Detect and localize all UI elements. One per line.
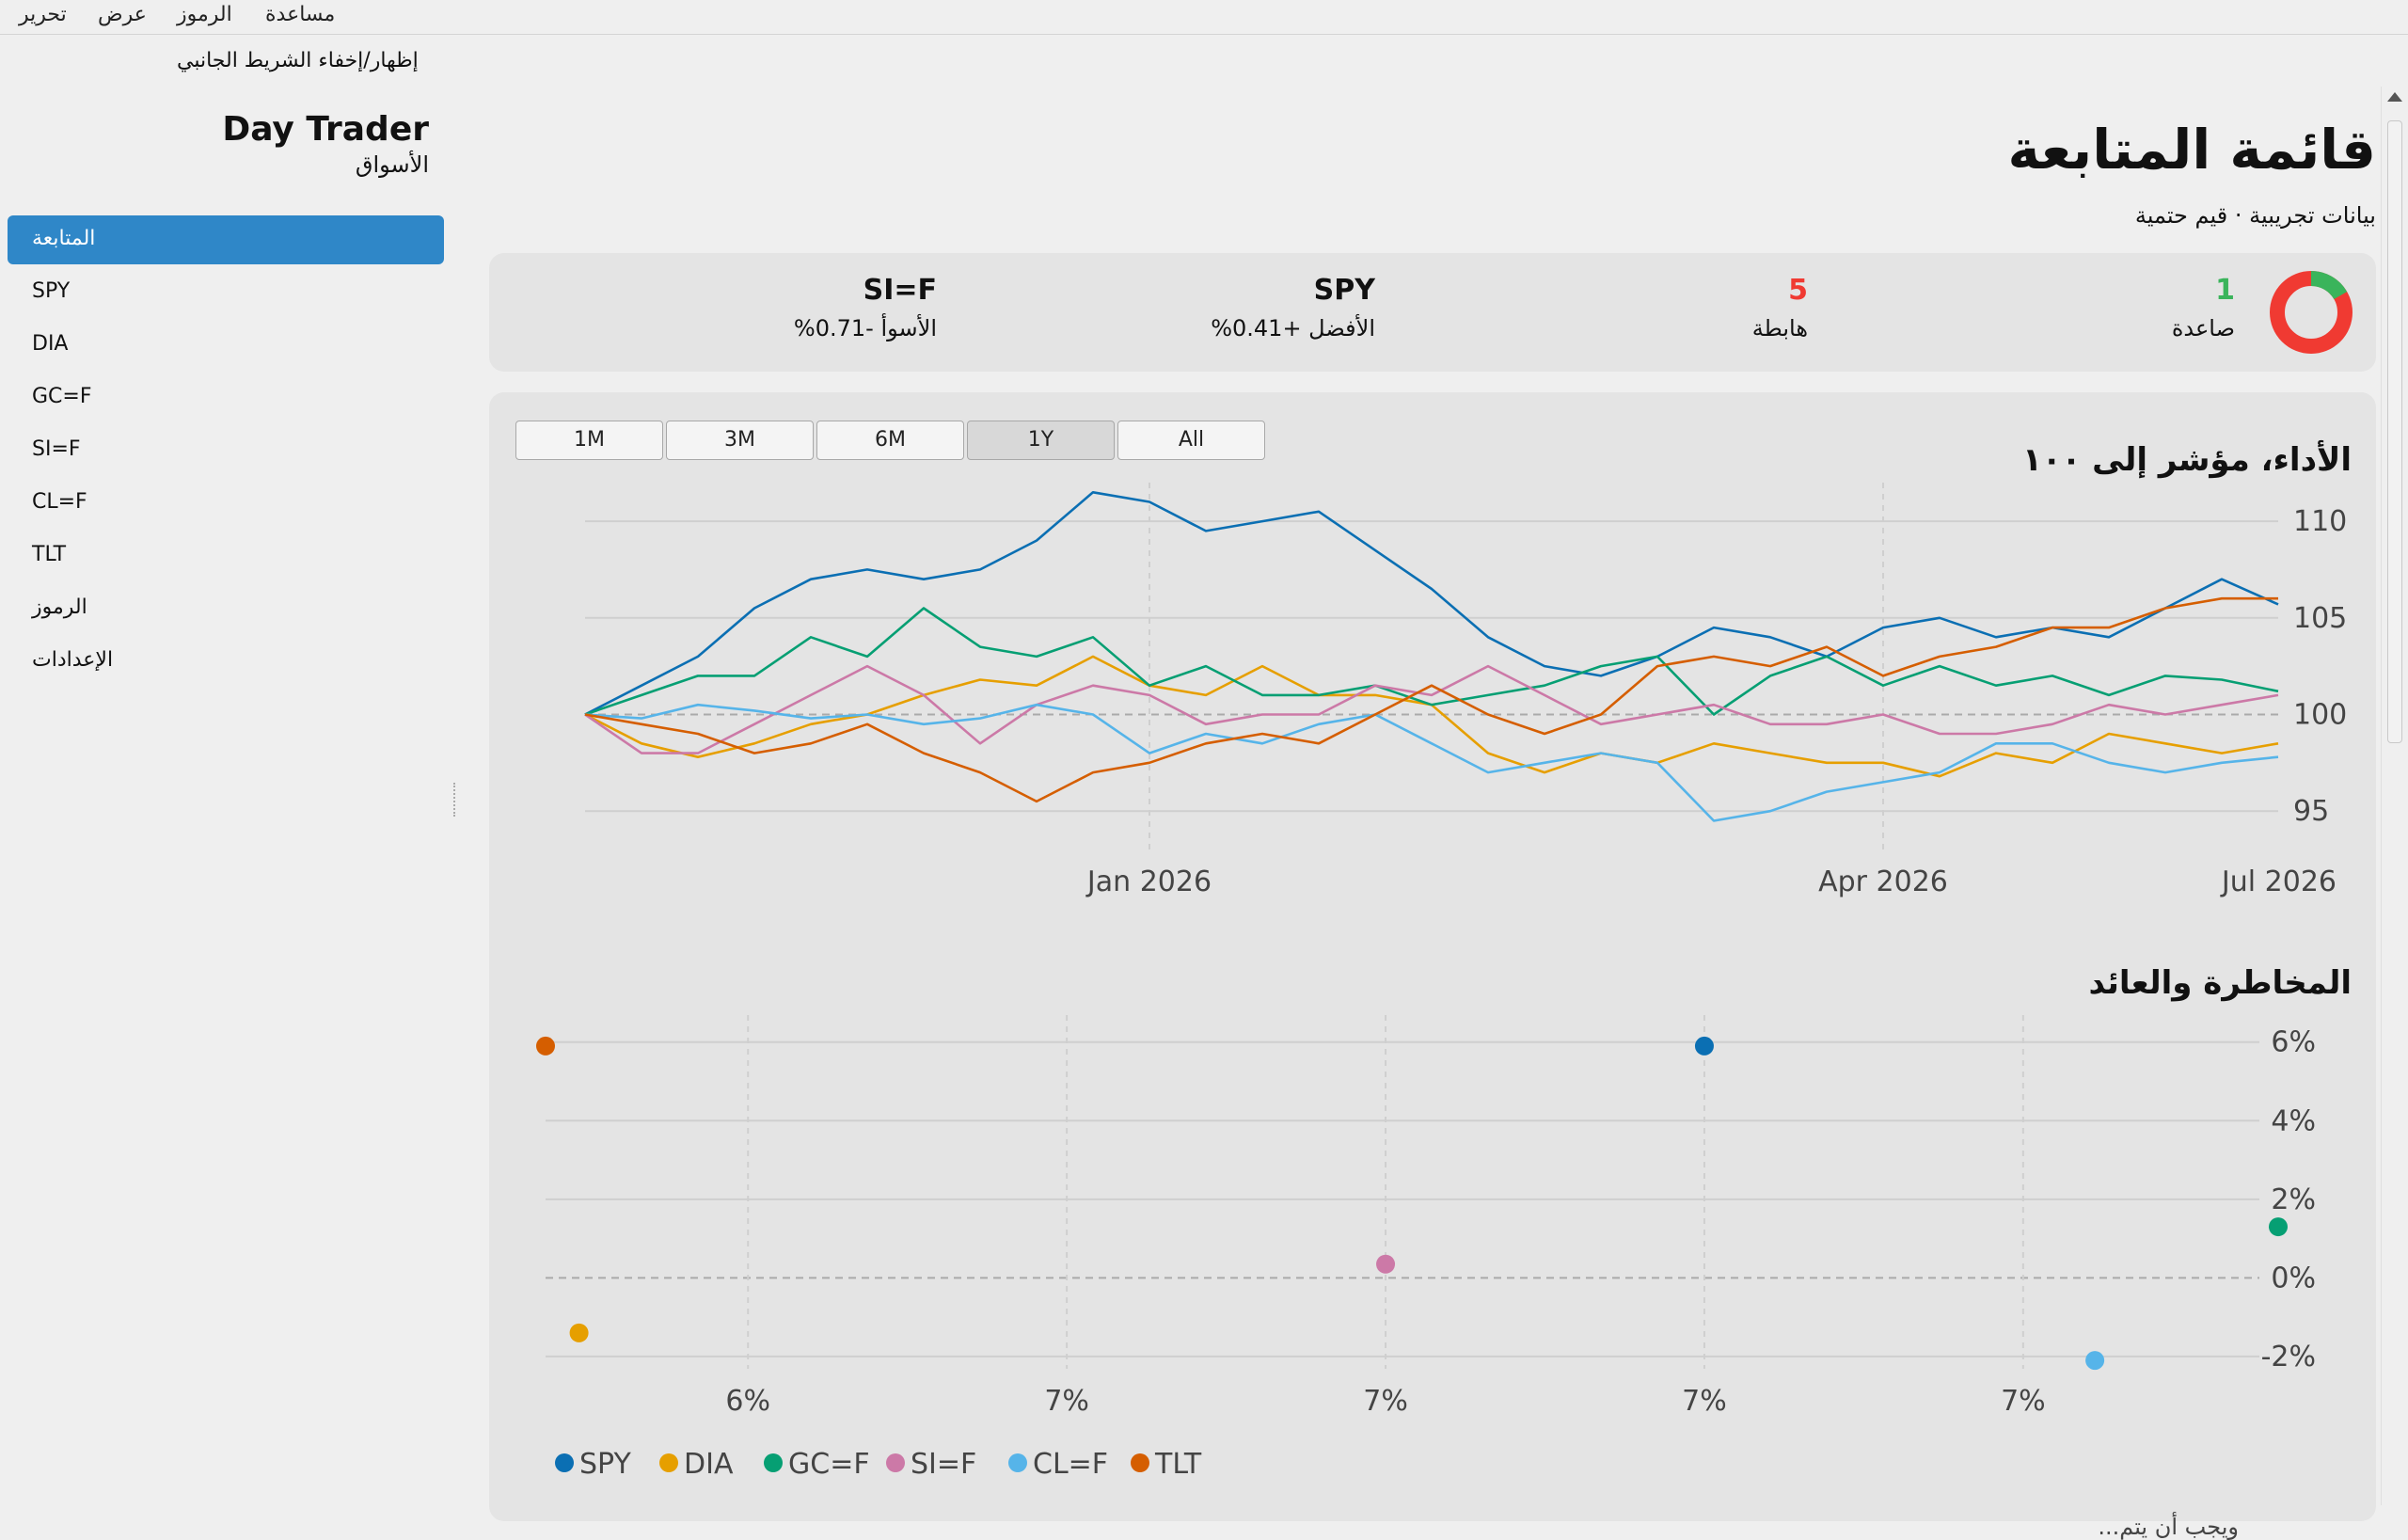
range-selector: 1M 3M 6M 1Y All: [515, 421, 1268, 460]
legend-marker: [1008, 1453, 1027, 1472]
y-tick-label: 0%: [2271, 1262, 2316, 1294]
sidebar-splitter-handle[interactable]: [453, 783, 459, 817]
scatter-point-tlt: [536, 1036, 555, 1056]
series-line-tlt: [584, 596, 2278, 803]
scatter-point-clf: [2085, 1351, 2105, 1371]
range-1m-button[interactable]: 1M: [515, 421, 663, 460]
menu-help[interactable]: مساعدة: [265, 3, 336, 26]
scatter-point-dia: [569, 1323, 589, 1342]
legend-label: GC=F: [788, 1448, 870, 1481]
worst-symbol: SI=F: [863, 274, 937, 307]
series-line-sif: [584, 664, 2279, 754]
series-line-spy: [584, 491, 2279, 716]
range-6m-button[interactable]: 6M: [816, 421, 964, 460]
sidebar-item-dia[interactable]: DIA: [32, 332, 69, 356]
y-tick-label: 4%: [2271, 1104, 2316, 1137]
down-count: 5: [1788, 274, 1808, 307]
up-label: صاعدة: [2171, 315, 2235, 341]
sidebar-toggle-button[interactable]: إظهار/إخفاء الشريط الجانبي: [177, 49, 419, 72]
y-tick-label: -2%: [2261, 1341, 2316, 1373]
legend-marker: [886, 1453, 905, 1472]
sidebar-item-clf[interactable]: CL=F: [32, 490, 87, 514]
y-tick-label: 105: [2293, 602, 2347, 635]
main-content: قائمة المتابعة بيانات تجريبية · قيم حتمي…: [470, 35, 2389, 1540]
donut-up-segment: [2270, 271, 2353, 354]
risk-return-title: المخاطرة والعائد: [2088, 964, 2353, 1002]
menu-view[interactable]: عرض: [98, 3, 147, 26]
scroll-up-arrow-icon[interactable]: [2387, 92, 2402, 102]
down-label: هابطة: [1751, 315, 1808, 341]
sidebar-item-sif[interactable]: SI=F: [32, 437, 81, 461]
best-label: الأفضل +0.41%: [1211, 315, 1375, 341]
page-title: قائمة المتابعة: [2007, 118, 2376, 182]
x-tick-label: Jul 2026: [2220, 865, 2337, 898]
scrollbar-thumb[interactable]: [2387, 120, 2402, 743]
scatter-point-spy: [1694, 1036, 1714, 1056]
sidebar-nav: المتابعة SPY DIA GC=F SI=F CL=F TLT الرم…: [8, 215, 444, 690]
worst-label: الأسوأ -0.71%: [793, 315, 937, 341]
sidebar-item-watchlist[interactable]: المتابعة: [8, 215, 444, 264]
summary-card: 1 صاعدة 5 هابطة SPY الأفضل +0.41% SI=F ا…: [489, 253, 2376, 372]
legend-label: TLT: [1154, 1448, 1202, 1481]
x-tick-label: 7%: [1044, 1385, 1089, 1418]
page-subtitle: بيانات تجريبية · قيم حتمية: [2134, 202, 2376, 229]
cutoff-text: ويجب أن يتم...: [2098, 1514, 2239, 1540]
sidebar-item-spy[interactable]: SPY: [32, 279, 71, 303]
app-title: Day Trader: [222, 110, 429, 149]
x-tick-label: 6%: [725, 1385, 770, 1418]
y-tick-label: 100: [2293, 698, 2347, 731]
sidebar-item-gcf[interactable]: GC=F: [32, 385, 92, 408]
sidebar: إظهار/إخفاء الشريط الجانبي Day Trader ال…: [0, 35, 452, 1505]
range-all-button[interactable]: All: [1117, 421, 1265, 460]
sidebar-item-settings[interactable]: الإعدادات: [32, 648, 114, 672]
risk-return-scatter-chart: 6% 4% 2% 0% -2% 6% 7% 7% 7% 7% SPY DIA GC=F SI=F CL=F T…: [536, 1015, 2316, 1481]
x-tick-label: 7%: [1682, 1385, 1727, 1418]
legend-marker: [659, 1453, 678, 1472]
sidebar-item-symbols[interactable]: الرموز: [32, 595, 87, 619]
y-tick-label: 110: [2293, 505, 2347, 538]
legend-label: SI=F: [911, 1448, 976, 1481]
sidebar-item-tlt[interactable]: TLT: [32, 543, 67, 566]
up-count: 1: [2215, 274, 2235, 307]
charts-card: الأداء، مؤشر إلى ١٠٠ 1M 3M 6M 1Y All 95 1…: [489, 392, 2376, 1521]
legend-label: DIA: [684, 1448, 734, 1481]
range-3m-button[interactable]: 3M: [666, 421, 814, 460]
scatter-point-gcf: [2269, 1217, 2288, 1237]
legend-marker: [555, 1453, 574, 1472]
y-tick-label: 6%: [2271, 1026, 2316, 1059]
menu-edit[interactable]: تحرير: [19, 3, 67, 26]
series-line-clf: [584, 703, 2279, 822]
y-tick-label: 2%: [2271, 1183, 2316, 1216]
range-1y-button[interactable]: 1Y: [967, 421, 1115, 460]
best-symbol: SPY: [1313, 274, 1375, 307]
menu-symbols[interactable]: الرموز: [177, 3, 232, 26]
x-tick-label: Jan 2026: [1085, 865, 1212, 898]
x-tick-label: 7%: [1363, 1385, 1408, 1418]
legend-marker: [1131, 1453, 1149, 1472]
up-down-donut-chart: [2270, 271, 2353, 354]
legend-marker: [764, 1453, 783, 1472]
series-line-gcf: [584, 607, 2279, 716]
app-subtitle: الأسواق: [355, 151, 429, 178]
performance-title: الأداء، مؤشر إلى ١٠٠: [2022, 441, 2352, 479]
legend-label: SPY: [579, 1448, 631, 1481]
y-tick-label: 95: [2293, 795, 2329, 828]
scatter-point-sif: [1376, 1254, 1396, 1274]
main-scrollbar[interactable]: [2381, 87, 2408, 1505]
x-tick-label: 7%: [2001, 1385, 2046, 1418]
menu-bar: تحرير عرض الرموز مساعدة: [0, 0, 2408, 35]
legend-label: CL=F: [1033, 1448, 1108, 1481]
x-tick-label: Apr 2026: [1818, 865, 1948, 898]
